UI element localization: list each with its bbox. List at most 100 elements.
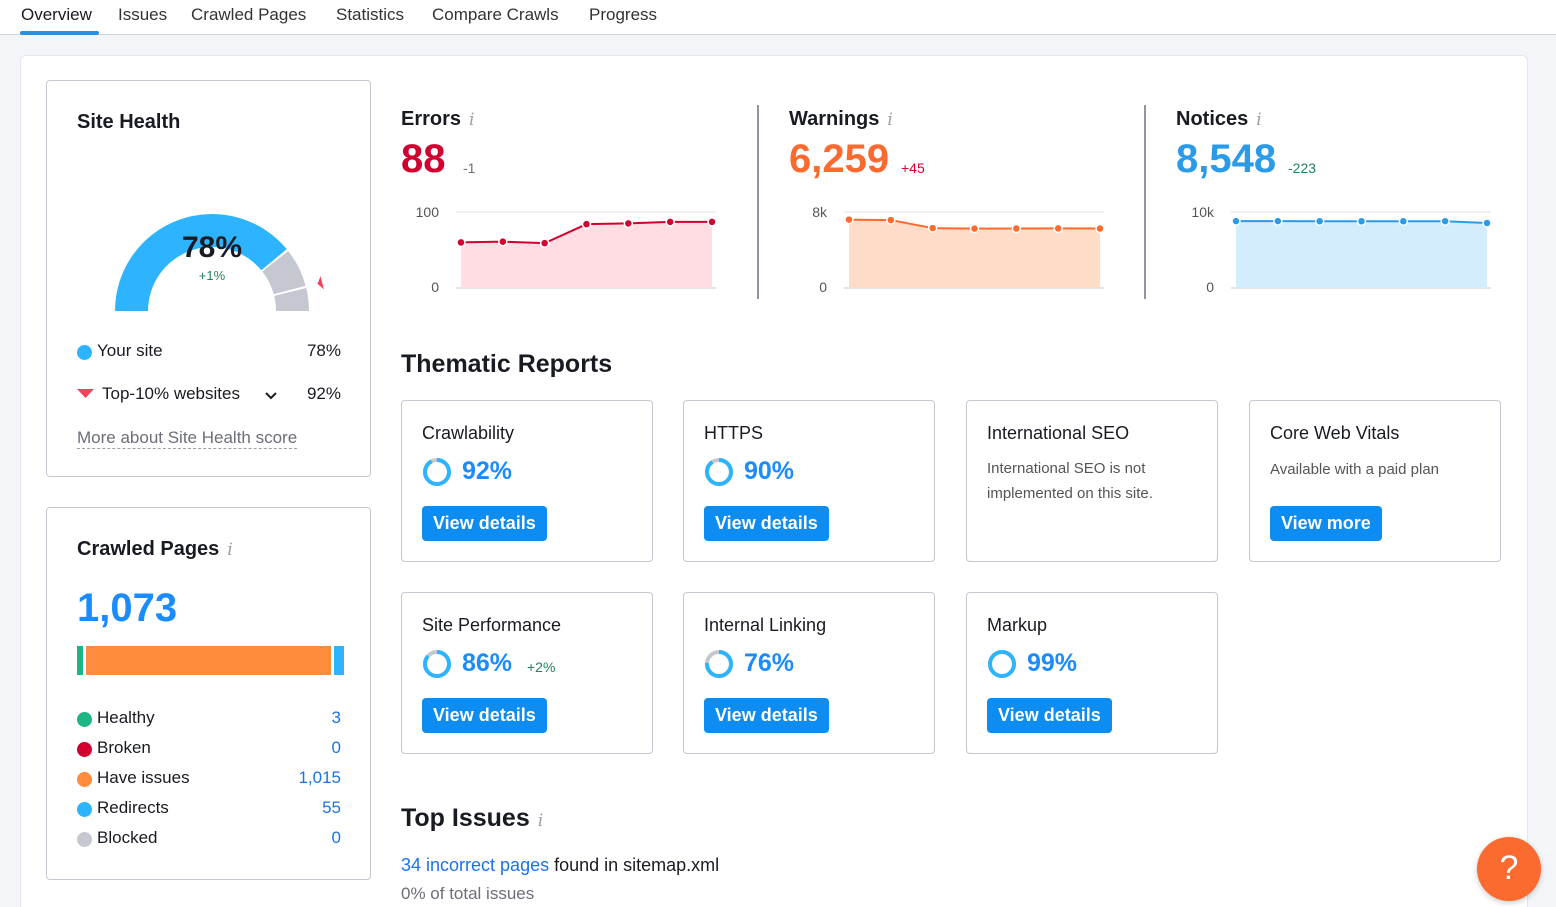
crawled-pages-bar bbox=[77, 646, 345, 675]
info-icon[interactable]: i bbox=[887, 110, 893, 130]
info-icon[interactable]: i bbox=[227, 540, 233, 560]
trend-point[interactable] bbox=[623, 218, 634, 229]
trend-point[interactable] bbox=[1095, 223, 1105, 234]
trend-area bbox=[461, 221, 712, 288]
view-details-button[interactable]: View details bbox=[422, 506, 547, 541]
legend-dot bbox=[77, 772, 92, 787]
thematic-card-title: Crawlability bbox=[422, 423, 515, 443]
thematic-card-markup: Markup 99% View details bbox=[966, 592, 1218, 754]
thematic-card-https: HTTPS 90% View details bbox=[683, 400, 935, 562]
metric-name: Errors bbox=[401, 108, 462, 130]
view-details-button[interactable]: View details bbox=[987, 698, 1112, 733]
trend-point[interactable] bbox=[1482, 218, 1492, 228]
divider bbox=[1144, 105, 1146, 299]
legend-dot bbox=[77, 802, 92, 817]
thematic-card-title: HTTPS bbox=[704, 423, 764, 443]
site-health-score: 78% bbox=[181, 231, 243, 264]
legend-label: Healthy bbox=[97, 708, 155, 727]
top10-label: Top-10% websites bbox=[102, 384, 240, 403]
crawled-pages-total[interactable]: 1,073 bbox=[77, 586, 178, 630]
trend-point[interactable] bbox=[1440, 216, 1450, 226]
legend-healthy: Healthy 3 bbox=[77, 707, 341, 731]
legend-top10[interactable]: Top-10% websites 92% bbox=[77, 383, 341, 407]
thematic-card-score: 99% bbox=[1027, 649, 1078, 677]
trend-point[interactable] bbox=[886, 215, 896, 225]
trend-point[interactable] bbox=[844, 214, 854, 225]
trend-point[interactable] bbox=[1398, 216, 1409, 227]
progress-ring-icon bbox=[423, 458, 451, 486]
info-icon[interactable]: i bbox=[537, 811, 544, 831]
tab-crawled-pages[interactable]: Crawled Pages bbox=[191, 5, 307, 24]
issue-link[interactable]: 34 incorrect pages bbox=[401, 855, 550, 875]
thematic-card-delta: +2% bbox=[527, 659, 556, 675]
metric-value-warnings[interactable]: 6,259 bbox=[789, 137, 890, 181]
thematic-card-description: International SEO is not implemented on … bbox=[987, 460, 1153, 502]
progress-ring-icon bbox=[705, 458, 733, 486]
thematic-card-international-seo: International SEO International SEO is no… bbox=[966, 400, 1218, 562]
metric-value-errors[interactable]: 88 bbox=[401, 137, 446, 181]
crawled-pages-card: Crawled Pages i 1,073 Healthy 3 Broken 0 Have… bbox=[46, 507, 371, 880]
trend-point[interactable] bbox=[927, 223, 938, 233]
legend-value[interactable]: 0 bbox=[331, 738, 341, 757]
info-icon[interactable]: i bbox=[1256, 110, 1262, 130]
your-site-dot bbox=[77, 345, 92, 360]
trend-point[interactable] bbox=[456, 237, 466, 248]
thematic-card-title: Core Web Vitals bbox=[1270, 423, 1400, 443]
trend-point[interactable] bbox=[1273, 216, 1283, 226]
view-more-button[interactable]: View more bbox=[1270, 506, 1382, 541]
trend-area bbox=[1236, 221, 1487, 288]
trend-point[interactable] bbox=[1231, 216, 1241, 226]
trend-point[interactable] bbox=[1356, 216, 1367, 227]
metric-value-notices[interactable]: 8,548 bbox=[1176, 137, 1277, 181]
more-about-site-health-link[interactable]: More about Site Health score bbox=[77, 428, 298, 449]
help-button[interactable]: ? bbox=[1477, 837, 1541, 901]
legend-value[interactable]: 1,015 bbox=[298, 768, 341, 787]
thematic-card-site-performance: Site Performance 86% +2% View details bbox=[401, 592, 653, 754]
metric-name: Warnings bbox=[789, 108, 880, 130]
crawled-pages-title: Crawled Pages i bbox=[77, 538, 233, 561]
y-axis-bottom-label: 0 bbox=[819, 279, 827, 295]
y-axis-top-label: 10k bbox=[1191, 204, 1214, 220]
legend-value[interactable]: 55 bbox=[322, 798, 341, 817]
tab-overview[interactable]: Overview bbox=[21, 5, 92, 24]
trend-point[interactable] bbox=[1053, 223, 1063, 234]
progress-ring-icon bbox=[423, 650, 451, 678]
legend-value[interactable]: 0 bbox=[331, 828, 341, 847]
bar-segment-redirects[interactable] bbox=[333, 646, 345, 675]
thematic-card-title: Internal Linking bbox=[704, 615, 827, 635]
legend-broken: Broken 0 bbox=[77, 737, 341, 761]
thematic-card-core-web-vitals: Core Web Vitals Available with a paid pla… bbox=[1249, 400, 1501, 562]
tab-compare-crawls[interactable]: Compare Crawls bbox=[432, 5, 559, 24]
issue-share: 0% of total issues bbox=[401, 884, 535, 903]
bar-segment-have-issues[interactable] bbox=[86, 646, 331, 675]
tab-progress[interactable]: Progress bbox=[589, 5, 658, 24]
trend-chart-warnings bbox=[844, 211, 1105, 289]
thematic-card-internal-linking: Internal Linking 76% View details bbox=[683, 592, 935, 754]
chevron-down-icon[interactable] bbox=[265, 392, 277, 400]
legend-your-site: Your site 78% bbox=[77, 340, 341, 364]
trend-point[interactable] bbox=[969, 223, 980, 234]
trend-chart-errors bbox=[456, 211, 717, 289]
view-details-button[interactable]: View details bbox=[704, 698, 829, 733]
crawled-pages-title-text: Crawled Pages bbox=[77, 538, 220, 560]
thematic-card-description: Available with a paid plan bbox=[1270, 461, 1440, 478]
view-details-button[interactable]: View details bbox=[422, 698, 547, 733]
trend-point[interactable] bbox=[1011, 223, 1022, 234]
view-details-button[interactable]: View details bbox=[704, 506, 829, 541]
y-axis-top-label: 8k bbox=[812, 204, 827, 220]
info-icon[interactable]: i bbox=[469, 110, 475, 130]
bar-segment-healthy[interactable] bbox=[77, 646, 83, 675]
legend-value[interactable]: 3 bbox=[331, 708, 341, 727]
thematic-card-score: 90% bbox=[744, 457, 795, 485]
trend-point[interactable] bbox=[581, 219, 592, 229]
trend-point[interactable] bbox=[665, 217, 675, 227]
legend-dot bbox=[77, 742, 92, 757]
tab-issues[interactable]: Issues bbox=[118, 5, 168, 24]
site-health-delta: +1% bbox=[198, 268, 226, 283]
progress-ring-icon bbox=[705, 650, 733, 678]
tab-statistics[interactable]: Statistics bbox=[336, 5, 405, 24]
trend-point[interactable] bbox=[707, 217, 717, 227]
trend-point[interactable] bbox=[539, 238, 550, 248]
trend-point[interactable] bbox=[1314, 216, 1325, 226]
trend-point[interactable] bbox=[498, 236, 508, 247]
